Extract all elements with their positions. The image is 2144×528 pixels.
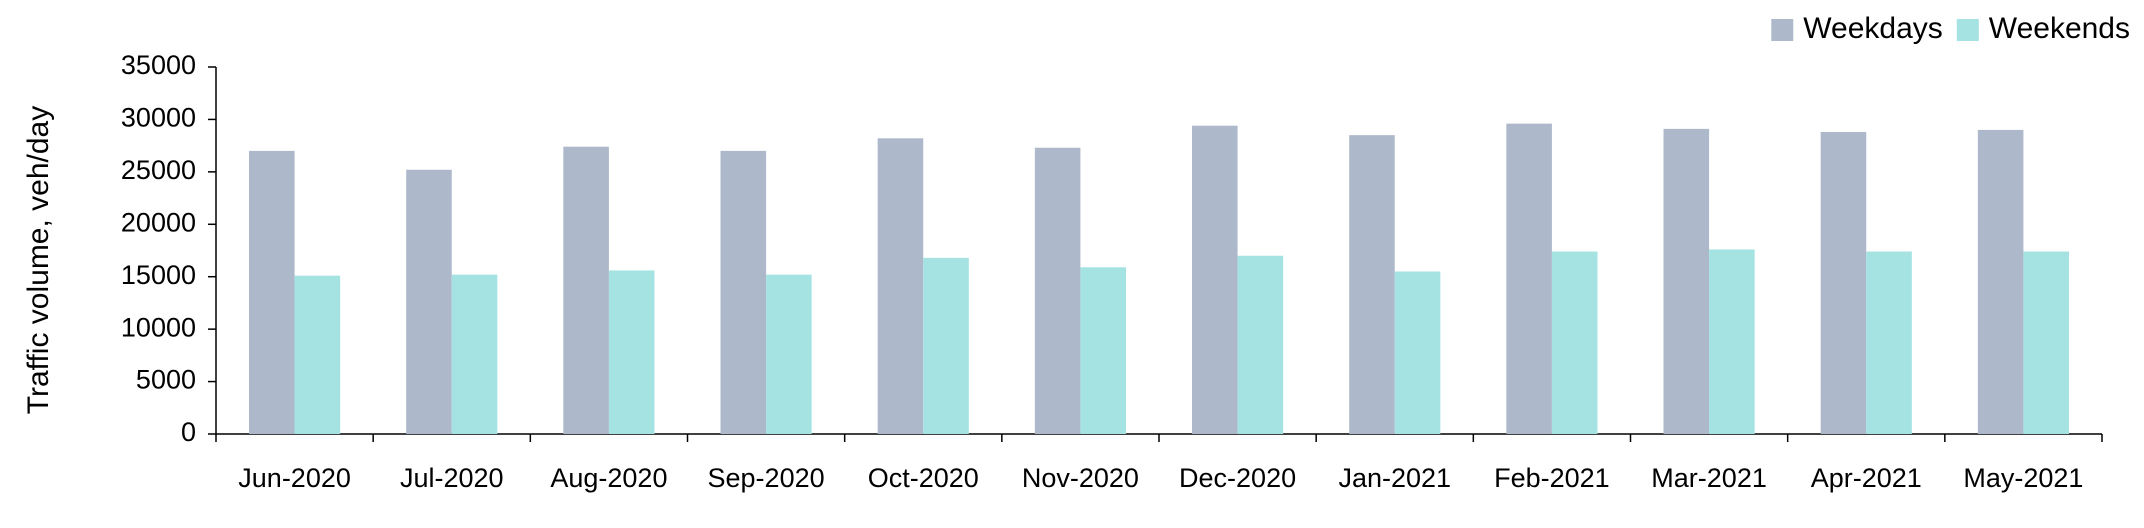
bar (1506, 123, 1552, 434)
bar (1866, 251, 1912, 434)
bar (1977, 129, 2024, 434)
x-tick-label: May-2021 (1963, 463, 2083, 493)
x-tick-label: Jan-2021 (1338, 463, 1451, 493)
bar (451, 274, 498, 434)
x-tick-label: Dec-2020 (1179, 463, 1296, 493)
legend-label: Weekdays (1803, 12, 1943, 45)
bar (1394, 271, 1441, 434)
bar (294, 275, 341, 434)
bar (1192, 125, 1238, 434)
y-tick-label: 25000 (121, 155, 196, 185)
legend-label: Weekends (1989, 12, 2130, 45)
y-tick-label: 35000 (121, 50, 196, 80)
bar (720, 150, 767, 434)
bar (1034, 147, 1081, 435)
bar (877, 138, 924, 434)
bar (1080, 267, 1126, 434)
y-tick-label: 5000 (136, 365, 196, 395)
bar (1663, 128, 1710, 434)
y-tick-label: 15000 (121, 260, 196, 290)
x-tick-label: Apr-2021 (1811, 463, 1922, 493)
x-tick-label: Jul-2020 (400, 463, 504, 493)
bar (1551, 251, 1598, 434)
bar (608, 270, 655, 434)
bar (1709, 249, 1755, 434)
bar (1349, 135, 1395, 434)
bar (766, 274, 812, 434)
x-tick-label: Feb-2021 (1494, 463, 1610, 493)
y-tick-label: 10000 (121, 312, 196, 342)
x-tick-label: Mar-2021 (1651, 463, 1767, 493)
legend-swatch (1771, 19, 1794, 41)
legend-swatch (1956, 19, 1979, 41)
bar (2023, 251, 2069, 434)
bar (406, 169, 452, 434)
bar (249, 150, 295, 434)
x-tick-label: Aug-2020 (550, 463, 667, 493)
bar (1237, 255, 1284, 434)
x-tick-label: Oct-2020 (868, 463, 979, 493)
bar (563, 146, 609, 435)
x-tick-label: Sep-2020 (708, 463, 825, 493)
x-tick-label: Jun-2020 (238, 463, 351, 493)
y-tick-label: 20000 (121, 207, 196, 237)
bar (1820, 132, 1867, 435)
y-axis-label: Traffic volume, veh/day (22, 106, 55, 414)
y-tick-label: 30000 (121, 103, 196, 133)
bar (923, 257, 969, 434)
y-tick-label: 0 (181, 417, 196, 447)
x-tick-label: Nov-2020 (1022, 463, 1139, 493)
